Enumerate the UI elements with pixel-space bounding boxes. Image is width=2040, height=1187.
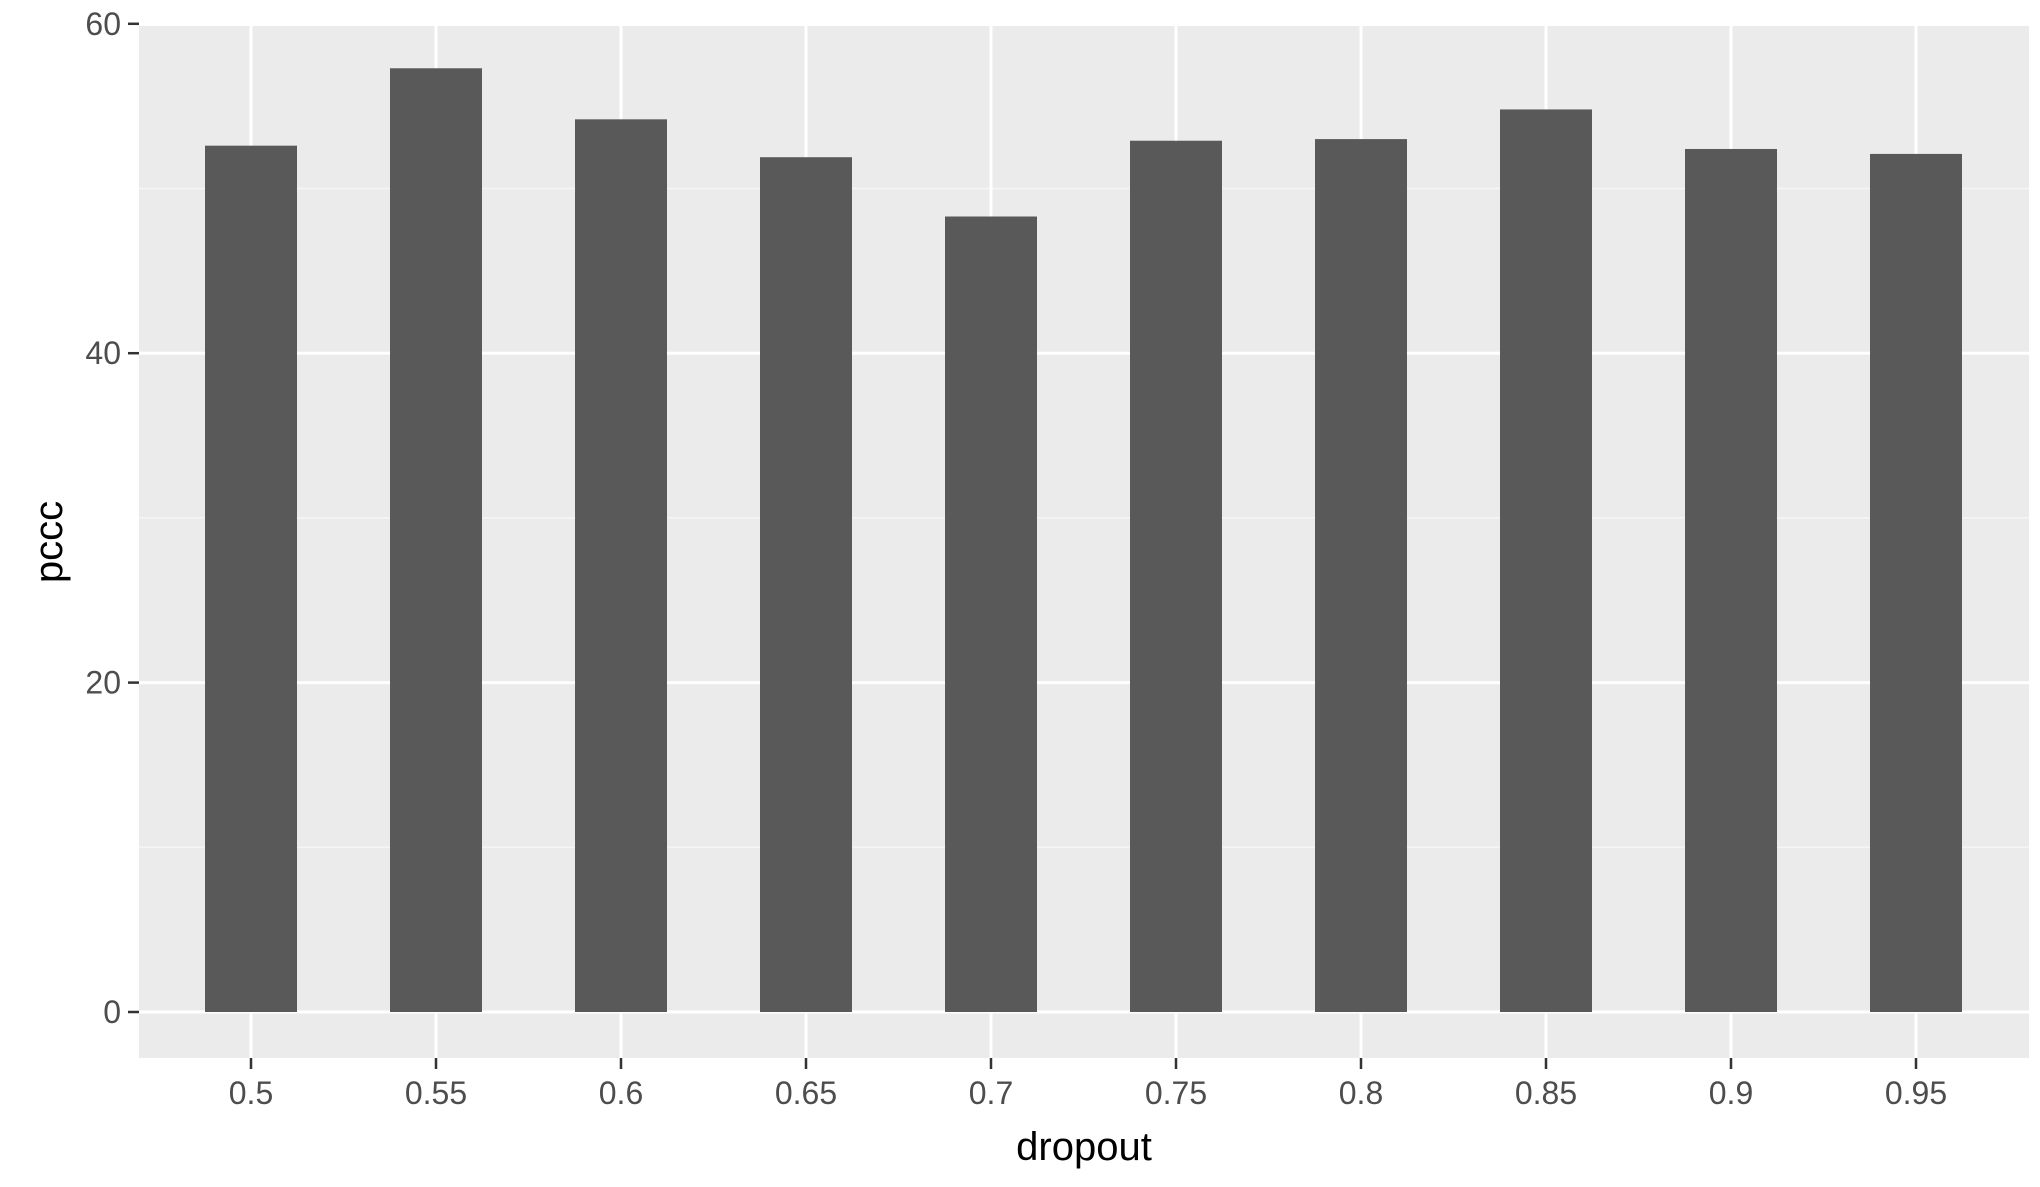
y-axis-title: pccc	[27, 501, 71, 583]
x-tick-label: 0.7	[969, 1075, 1013, 1111]
y-tick-label: 20	[85, 665, 121, 701]
y-tick-label: 60	[85, 6, 121, 42]
bar	[575, 119, 667, 1013]
bar	[945, 216, 1037, 1012]
y-tick-label: 40	[85, 335, 121, 371]
bar	[205, 145, 297, 1013]
bar	[1685, 148, 1777, 1013]
x-tick-label: 0.85	[1515, 1075, 1577, 1111]
x-tick-label: 0.5	[229, 1075, 273, 1111]
x-axis: 0.5 0.55 0.6 0.65 0.7 0.75 0.8 0.85 0.9 0.95	[229, 1058, 1947, 1111]
y-tick-label: 0	[103, 994, 121, 1030]
bar	[1870, 153, 1962, 1013]
y-axis: 0 20 40 60	[85, 6, 139, 1030]
x-tick-label: 0.95	[1885, 1075, 1947, 1111]
x-tick-label: 0.55	[405, 1075, 467, 1111]
bar	[390, 68, 482, 1013]
bar	[1500, 109, 1592, 1013]
bar	[1130, 140, 1222, 1012]
bars	[205, 68, 1962, 1013]
bar	[760, 157, 852, 1012]
x-tick-label: 0.6	[599, 1075, 643, 1111]
x-tick-label: 0.65	[775, 1075, 837, 1111]
x-tick-label: 0.75	[1145, 1075, 1207, 1111]
x-tick-label: 0.8	[1339, 1075, 1383, 1111]
x-tick-label: 0.9	[1709, 1075, 1753, 1111]
bar	[1315, 139, 1407, 1013]
x-axis-title: dropout	[1016, 1125, 1152, 1169]
